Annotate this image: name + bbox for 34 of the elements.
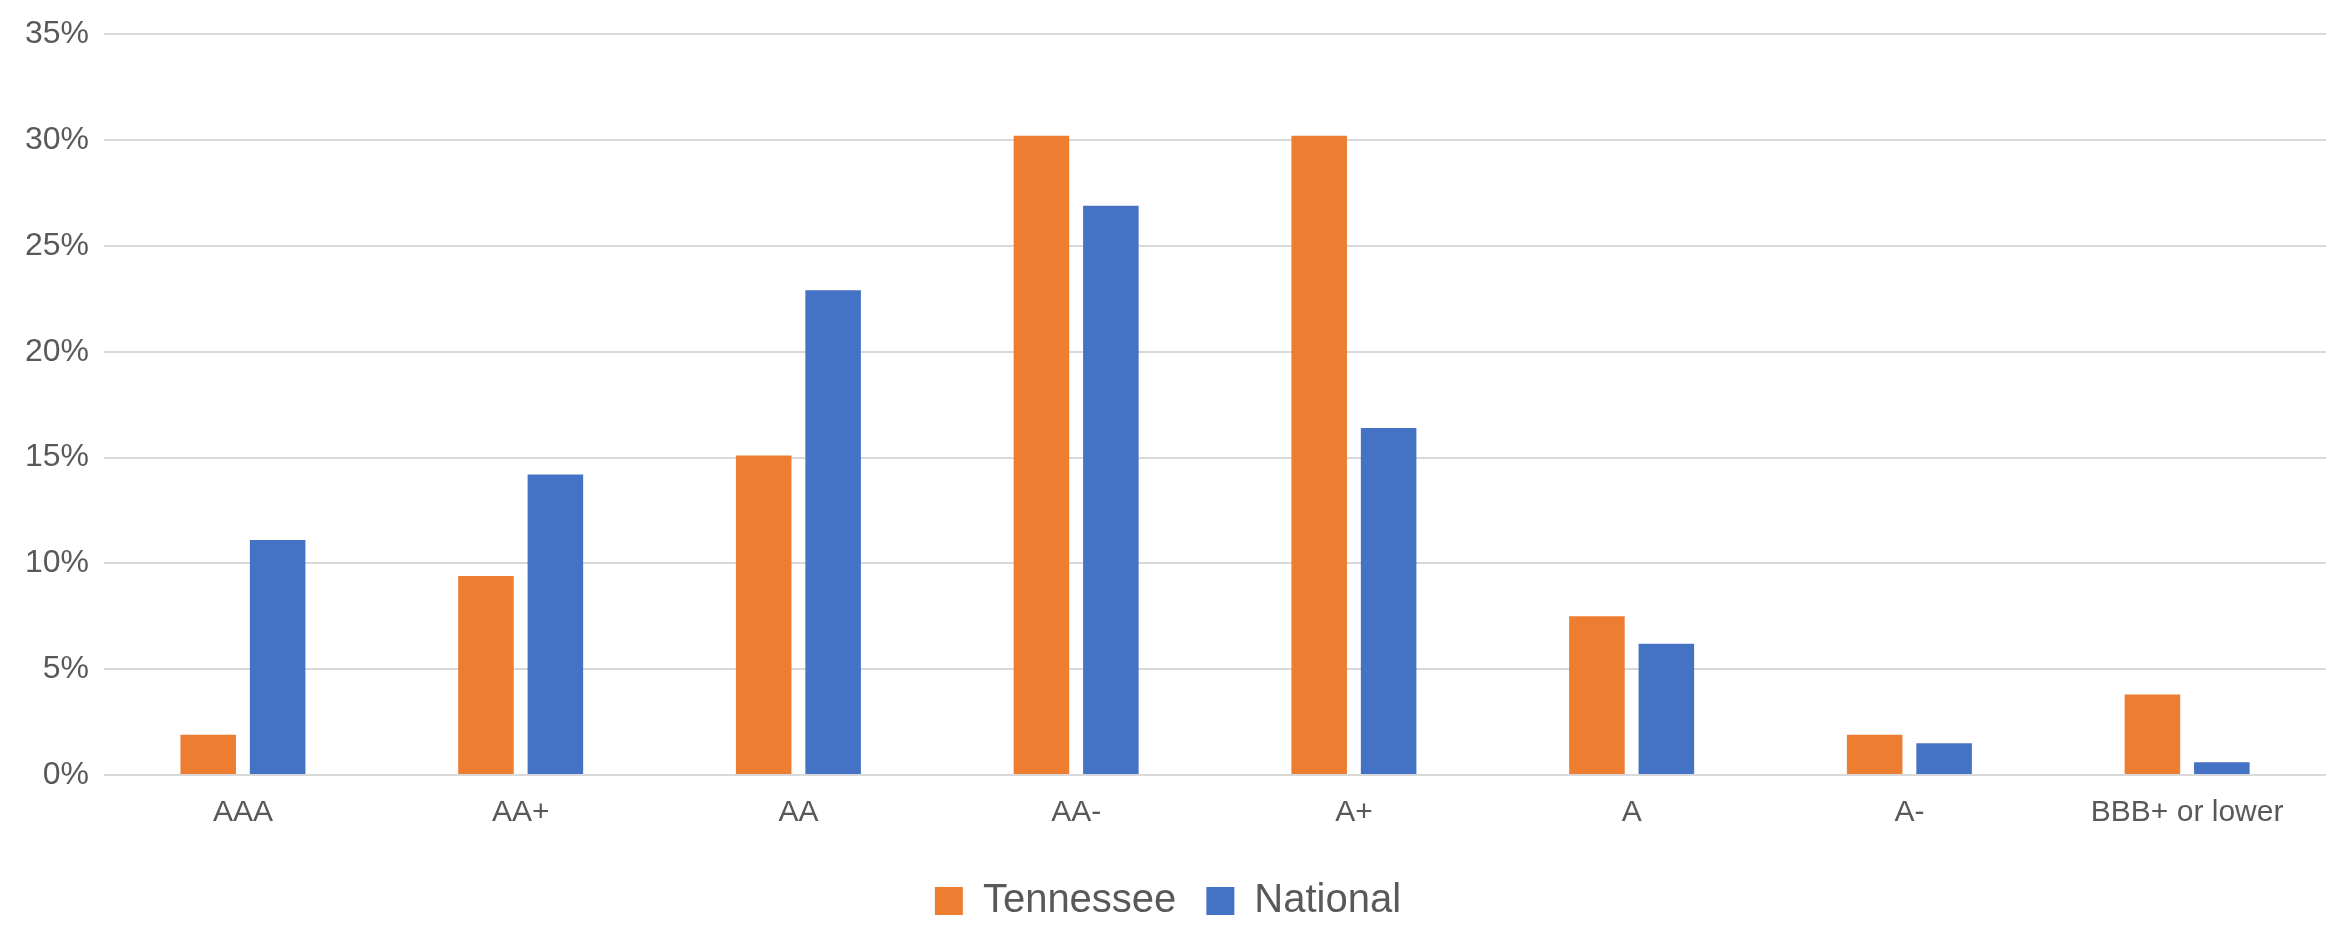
bar <box>1916 743 1972 774</box>
y-tick-label: 30% <box>25 119 90 156</box>
y-tick-label: 0% <box>42 754 90 791</box>
bar <box>1013 135 1070 774</box>
y-tick-label: 25% <box>25 225 90 262</box>
bar <box>1846 734 1903 774</box>
bar <box>805 290 861 774</box>
x-tick-label: AA <box>778 794 819 828</box>
bar <box>1291 135 1347 774</box>
bar <box>458 576 514 774</box>
y-tick-label: 5% <box>42 649 90 685</box>
y-tick-label: 20% <box>25 331 90 368</box>
y-tick-label: 10% <box>25 543 90 580</box>
legend-label: Tennessee <box>982 876 1177 921</box>
x-tick-label: AAA <box>212 794 273 828</box>
bar <box>249 540 306 774</box>
bar <box>2124 694 2181 774</box>
x-tick-label: A- <box>1894 794 1925 828</box>
bar <box>180 734 236 774</box>
bar <box>527 474 584 774</box>
x-tick-label: BBB+ or lower <box>2090 794 2284 828</box>
bar <box>2194 762 2250 774</box>
bar <box>1083 205 1139 774</box>
x-tick-label: AA- <box>1051 794 1102 828</box>
y-tick-label: 35% <box>25 14 90 51</box>
x-tick-label: AA+ <box>491 794 550 828</box>
bar <box>1569 616 1625 774</box>
bar <box>1638 643 1695 774</box>
y-tick-label: 15% <box>25 437 90 474</box>
legend-label: National <box>1254 876 1402 921</box>
bar <box>1360 427 1417 774</box>
x-tick-label: A+ <box>1335 794 1373 828</box>
bar <box>735 455 792 774</box>
x-tick-label: A <box>1621 794 1642 828</box>
